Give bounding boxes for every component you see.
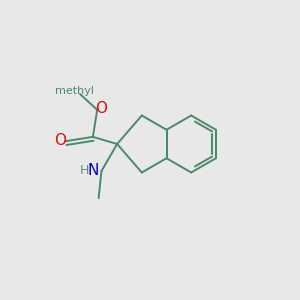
Text: O: O: [95, 101, 107, 116]
Text: methyl: methyl: [55, 85, 94, 95]
Text: O: O: [54, 133, 66, 148]
Text: H: H: [80, 164, 89, 177]
Text: N: N: [88, 163, 99, 178]
